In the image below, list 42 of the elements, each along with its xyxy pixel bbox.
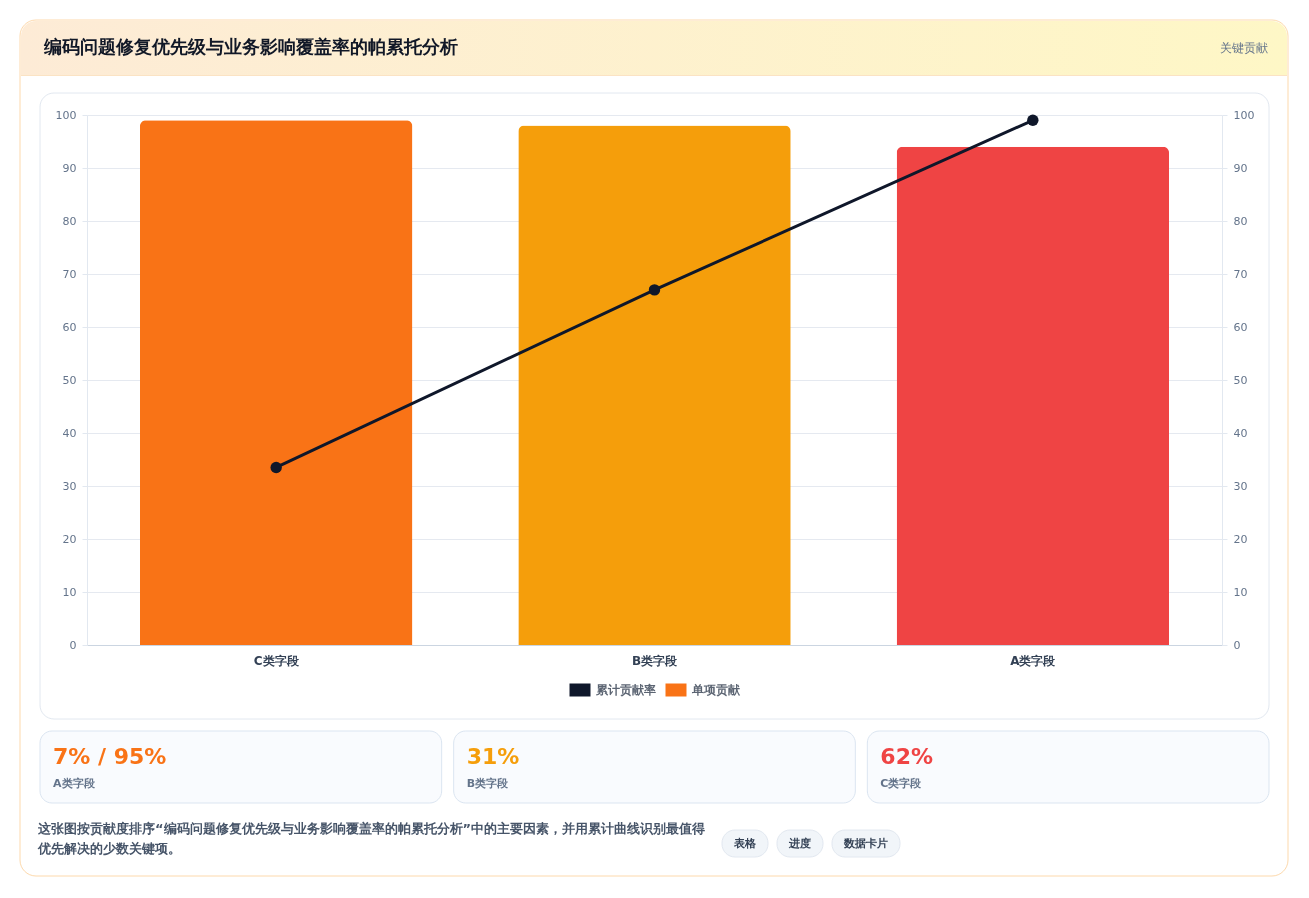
text: 表格 bbox=[733, 836, 757, 850]
y-tick-label: 90 bbox=[62, 161, 77, 175]
y2-tick-label: 0 bbox=[1233, 638, 1241, 652]
text: B类字段 bbox=[466, 777, 510, 790]
text: 31% bbox=[466, 744, 520, 769]
y-tick-label: 100 bbox=[55, 108, 77, 122]
point bbox=[1027, 114, 1039, 126]
y-tick-label: 80 bbox=[62, 214, 77, 228]
text: C类字段 bbox=[880, 777, 923, 790]
x-tick-label: C类字段 bbox=[253, 653, 300, 668]
text: 这张图按贡献度排序“编码问题修复优先级与业务影响覆盖率的帕累托分析”中的主要因素，并用累计曲线识别最值得优先解决的少数关键项。 bbox=[37, 821, 706, 856]
text: 7% / 95% bbox=[53, 744, 167, 769]
y-tick-label: 10 bbox=[62, 585, 77, 599]
text: 关键贡献 bbox=[1220, 41, 1268, 55]
y-tick-label: 0 bbox=[69, 638, 77, 652]
y2-tick-label: 60 bbox=[1233, 320, 1248, 334]
y2-tick-label: 100 bbox=[1233, 108, 1255, 122]
y2-tick-label: 10 bbox=[1233, 585, 1248, 599]
y2-tick-label: 20 bbox=[1233, 532, 1248, 546]
y-tick-label: 40 bbox=[62, 426, 77, 440]
legend-label: 累计贡献率 bbox=[594, 683, 656, 697]
y-tick-label: 50 bbox=[62, 373, 77, 387]
text: 62% bbox=[880, 744, 934, 769]
y-tick-label: 60 bbox=[62, 320, 77, 334]
text: A类字段 bbox=[53, 777, 96, 790]
y-tick-label: 70 bbox=[62, 267, 77, 281]
text: 数据卡片 bbox=[843, 836, 888, 850]
legend-label: 单项贡献 bbox=[690, 683, 741, 697]
text: 进度 bbox=[788, 836, 811, 850]
point bbox=[270, 461, 282, 474]
y2-tick-label: 40 bbox=[1233, 426, 1248, 440]
y2-tick-label: 30 bbox=[1233, 479, 1248, 493]
x-tick-label: B类字段 bbox=[631, 653, 679, 668]
y2-tick-label: 90 bbox=[1233, 161, 1248, 175]
point bbox=[648, 284, 661, 296]
y2-tick-label: 80 bbox=[1233, 214, 1248, 228]
y2-tick-label: 50 bbox=[1233, 373, 1248, 387]
y2-tick-label: 70 bbox=[1233, 267, 1248, 281]
x-tick-label: A类字段 bbox=[1010, 653, 1057, 668]
chart-title: 编码问题修复优先级与业务影响覆盖率的帕累托分析 bbox=[43, 36, 458, 57]
y-tick-label: 20 bbox=[62, 532, 77, 546]
y-tick-label: 30 bbox=[62, 479, 77, 493]
